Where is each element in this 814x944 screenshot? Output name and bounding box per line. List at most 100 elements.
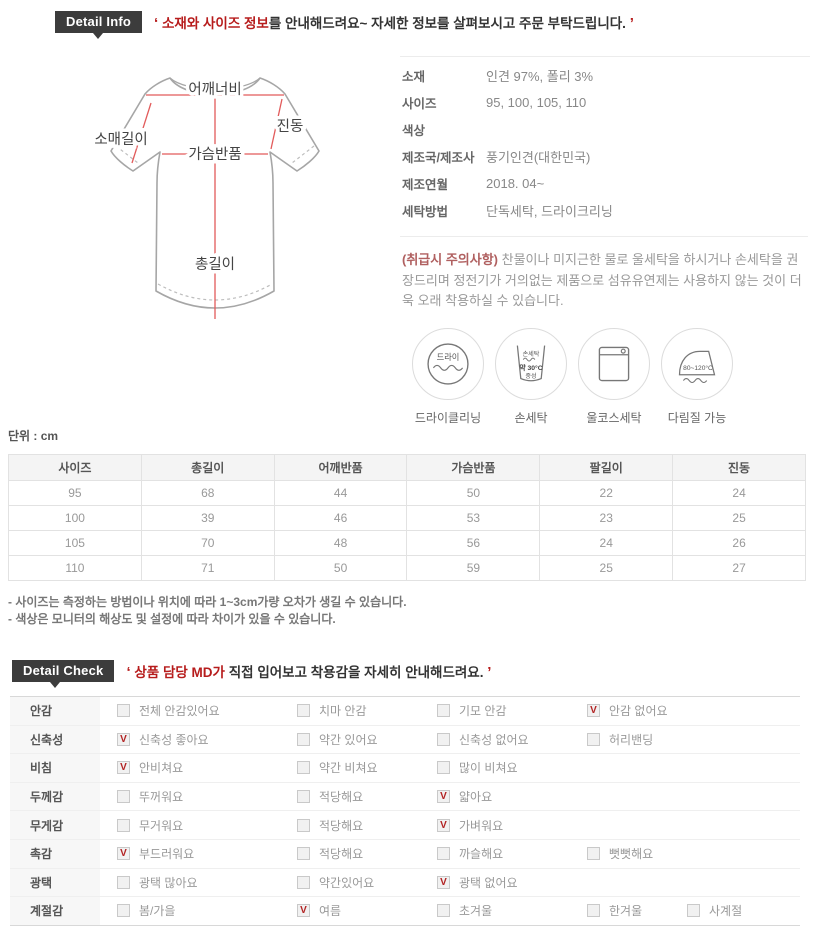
checkbox[interactable] [587, 732, 600, 746]
checkbox[interactable] [437, 704, 450, 718]
checkbox[interactable]: V [437, 790, 450, 804]
cell: 25 [672, 505, 806, 531]
info-value: 풍기인견(대한민국) [486, 150, 591, 165]
close-quote: ’ [629, 15, 634, 32]
col-header: 진동 [672, 454, 806, 481]
checkbox[interactable] [117, 704, 130, 718]
caution-text: 찬물이나 미지근한 물로 울세탁을 하시거나 손세탁을 권장드리며 정전기가 거… [402, 252, 802, 309]
care-item-hand-wash: 손세탁 약 30°C 중성 손세탁 [495, 327, 567, 426]
checkbox-label: 약간 비쳐요 [319, 761, 378, 776]
checkbox-label: 많이 비쳐요 [459, 761, 518, 776]
table-row: 100 39 46 53 23 25 [8, 505, 806, 531]
checkbox[interactable] [587, 847, 600, 861]
checkbox-label: 초겨울 [459, 904, 493, 919]
cell: 44 [273, 480, 408, 506]
checkbox-label: 사계절 [709, 904, 743, 919]
check-row-texture: 촉감 V 부드러워요 적당해요 까슬해요 뻣뻣해요 [10, 838, 800, 869]
cell: 95 [8, 480, 142, 506]
checkbox[interactable] [117, 790, 130, 804]
checkbox-label: 안비쳐요 [139, 761, 184, 776]
unit-label: 단위 : cm [8, 429, 59, 443]
checkbox[interactable] [297, 732, 310, 746]
info-label: 소재 [402, 70, 426, 84]
checkbox[interactable] [117, 875, 130, 889]
checkbox[interactable]: V [437, 818, 450, 832]
open-quote: ‘ [154, 15, 159, 32]
checkbox[interactable]: V [437, 875, 450, 889]
checkbox-label: 치마 안감 [319, 704, 367, 719]
checkbox-label: 광택 없어요 [459, 875, 518, 890]
checkbox-label: 까슬해요 [459, 847, 504, 862]
checkbox[interactable] [297, 790, 310, 804]
checkbox-label: 적당해요 [319, 818, 364, 833]
checkbox-label: 얇아요 [459, 790, 493, 805]
cell: 50 [406, 480, 541, 506]
size-notes: - 사이즈는 측정하는 방법이나 위치에 따라 1~3cm가량 오차가 생길 수… [8, 594, 806, 628]
checkbox[interactable] [437, 847, 450, 861]
size-table: 사이즈 총길이 어깨반품 가슴반품 팔길이 진동 95 68 44 50 22 … [8, 454, 806, 581]
checkbox[interactable] [297, 875, 310, 889]
checkbox[interactable]: V [117, 732, 130, 746]
checkbox[interactable] [117, 818, 130, 832]
cell: 48 [273, 530, 408, 556]
checkbox[interactable] [437, 904, 450, 918]
cell: 22 [539, 480, 674, 506]
cell: 71 [140, 555, 275, 581]
checkbox[interactable] [437, 761, 450, 775]
cell: 59 [406, 555, 541, 581]
info-value: 단독세탁, 드라이크리닝 [486, 204, 613, 219]
product-info-table: 소재 인견 97%, 폴리 3% 사이즈 95, 100, 105, 110 색… [400, 56, 810, 224]
hand-wash-icon: 손세탁 약 30°C 중성 [495, 327, 567, 400]
cell: 24 [672, 480, 806, 506]
detail-check-rest: 직접 입어보고 착용감을 자세히 안내해드려요. [224, 665, 484, 680]
detail-info-title: ‘ 소재와 사이즈 정보를 안내해드려요~ 자세한 정보를 살펴보시고 주문 부… [154, 12, 634, 32]
col-header: 총길이 [140, 454, 275, 481]
hand-wash-text3: 중성 [525, 372, 536, 380]
cell: 68 [140, 480, 275, 506]
table-row: 95 68 44 50 22 24 [8, 480, 806, 506]
check-row-lining: 안감 전체 안감있어요 치마 안감 기모 안감 V 안감 없어요 [10, 696, 800, 726]
checkbox[interactable] [117, 904, 130, 918]
info-label: 세탁방법 [402, 205, 449, 219]
checkbox-label: 기모 안감 [459, 704, 507, 719]
check-row-gloss: 광택 광택 많아요 약간있어요 V 광택 없어요 [10, 867, 800, 897]
checkbox-label: 부드러워요 [139, 847, 195, 862]
checkbox-label: 여름 [319, 904, 342, 919]
label-sleeve-length: 소매길이 [94, 131, 147, 148]
detail-check-highlight: 상품 담당 MD가 [134, 665, 225, 680]
checkbox[interactable] [587, 904, 600, 918]
row-label: 두께감 [10, 781, 100, 811]
checkbox[interactable] [297, 847, 310, 861]
detail-info-header: Detail Info ‘ 소재와 사이즈 정보를 안내해드려요~ 자세한 정보… [55, 11, 634, 39]
detail-check-title: ‘ 상품 담당 MD가 직접 입어보고 착용감을 자세히 안내해드려요. ’ [126, 661, 491, 681]
row-label: 촉감 [10, 838, 100, 869]
detail-info-rest: 를 안내해드려요~ 자세한 정보를 살펴보시고 주문 부탁드립니다. [268, 16, 626, 31]
checkbox[interactable]: V [117, 761, 130, 775]
checkbox[interactable] [687, 904, 700, 918]
size-section: 단위 : cm 사이즈 총길이 어깨반품 가슴반품 팔길이 진동 95 68 4… [8, 427, 806, 628]
checkbox-label: 한겨울 [609, 904, 643, 919]
check-row-season: 계절감 봄/가을 V 여름 초겨울 한겨울 사계절 [10, 896, 800, 926]
checkbox[interactable] [297, 818, 310, 832]
note-line: - 사이즈는 측정하는 방법이나 위치에 따라 1~3cm가량 오차가 생길 수… [8, 595, 407, 609]
checkbox[interactable] [297, 704, 310, 718]
cell: 46 [273, 505, 408, 531]
checkbox[interactable]: V [297, 904, 310, 918]
checkbox[interactable]: V [587, 704, 600, 718]
checkbox[interactable] [297, 761, 310, 775]
info-value: 인견 97%, 폴리 3% [486, 69, 594, 84]
info-label: 제조국/제조사 [402, 151, 475, 165]
cell: 24 [539, 530, 674, 556]
armhole-line [270, 98, 283, 150]
cell: 26 [672, 530, 806, 556]
table-row: 105 70 48 56 24 26 [8, 530, 806, 556]
label-shoulder-width: 어깨너비 [188, 81, 241, 98]
col-header: 팔길이 [539, 454, 674, 481]
dry-clean-icon: 드라이 [412, 327, 484, 400]
care-item-dry-clean: 드라이 드라이클리닝 [412, 327, 484, 426]
col-header: 가슴반품 [406, 454, 541, 481]
row-label: 안감 [10, 696, 100, 726]
checkbox[interactable] [437, 732, 450, 746]
care-item-iron: 80~120°C 다림질 가능 [661, 327, 733, 426]
checkbox[interactable]: V [117, 847, 130, 861]
